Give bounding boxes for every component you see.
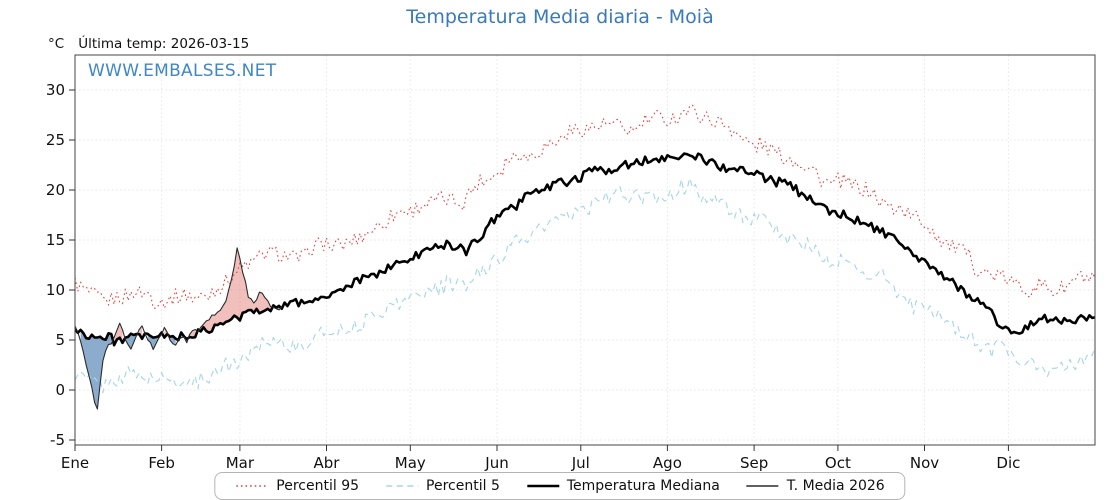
legend-box: Percentil 95 Percentil 5 Temperatura Media… bbox=[214, 472, 906, 500]
x-tick-label: Oct bbox=[825, 454, 851, 472]
series-lines bbox=[75, 104, 1095, 410]
y-tick-label: 25 bbox=[46, 131, 65, 149]
unit-label: °C bbox=[48, 36, 65, 52]
legend-line-sample bbox=[746, 485, 779, 487]
legend-line-sample bbox=[386, 485, 419, 487]
x-tick-label: Jul bbox=[571, 454, 590, 472]
legend-item: Percentil 95 bbox=[235, 478, 359, 494]
legend-item: T. Media 2026 bbox=[746, 478, 885, 494]
legend-item: Temperatura Mediana bbox=[526, 478, 720, 494]
y-tick-label: 30 bbox=[46, 81, 65, 99]
x-tick-label: Nov bbox=[910, 454, 939, 472]
y-tick-label: 15 bbox=[46, 231, 65, 249]
y-tick-label: -5 bbox=[50, 431, 65, 449]
x-tick-label: Ago bbox=[653, 454, 682, 472]
axis-ticks: -5 0 5 10 15 20 25 30 Ene Feb Mar Abr May Jun Jul Ago Se… bbox=[46, 81, 1020, 472]
y-tick-label: 20 bbox=[46, 181, 65, 199]
legend-item: Percentil 5 bbox=[385, 478, 500, 494]
chart-title: Temperatura Media diaria - Moià bbox=[406, 6, 714, 28]
legend-label: Percentil 5 bbox=[426, 478, 500, 494]
chart-subheader: °C Última temp: 2026-03-15 bbox=[48, 36, 249, 52]
legend-label: Temperatura Mediana bbox=[566, 478, 720, 494]
last-temp-label: Última temp: 2026-03-15 bbox=[78, 36, 250, 52]
x-tick-label: Mar bbox=[226, 454, 255, 472]
x-tick-label: Sep bbox=[740, 454, 768, 472]
legend-label: Percentil 95 bbox=[276, 478, 360, 494]
y-tick-label: 5 bbox=[55, 331, 65, 349]
x-tick-label: Abr bbox=[314, 454, 341, 472]
legend-line-sample bbox=[526, 484, 559, 488]
legend-line-sample bbox=[236, 485, 269, 487]
x-tick-label: Ene bbox=[61, 454, 89, 472]
x-tick-label: Dic bbox=[996, 454, 1020, 472]
legend-label: T. Media 2026 bbox=[786, 478, 885, 494]
x-tick-label: Jun bbox=[484, 454, 508, 472]
y-tick-label: 0 bbox=[55, 381, 65, 399]
x-tick-label: May bbox=[395, 454, 426, 472]
x-tick-label: Feb bbox=[148, 454, 175, 472]
y-tick-label: 10 bbox=[46, 281, 65, 299]
gridlines bbox=[74, 55, 1095, 445]
watermark: WWW.EMBALSES.NET bbox=[88, 61, 277, 81]
